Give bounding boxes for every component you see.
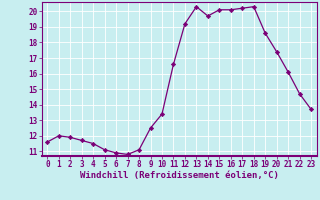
X-axis label: Windchill (Refroidissement éolien,°C): Windchill (Refroidissement éolien,°C): [80, 171, 279, 180]
